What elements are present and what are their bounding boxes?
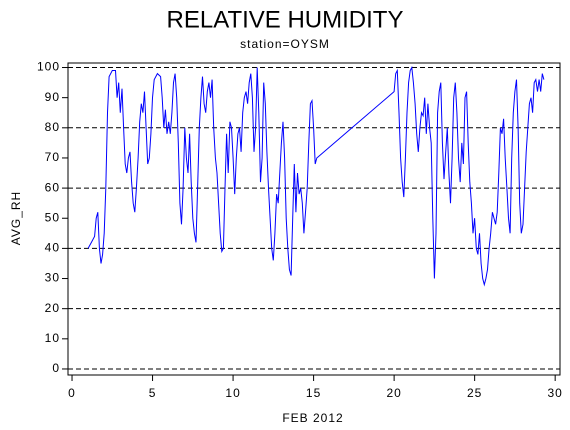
x-tick-label: 0 <box>68 386 76 400</box>
y-tick-label: 30 <box>45 271 60 285</box>
y-tick-label: 50 <box>45 210 60 224</box>
x-tick-label: 10 <box>225 386 240 400</box>
y-tick-label: 90 <box>45 90 60 104</box>
y-tick-label: 40 <box>45 241 60 255</box>
x-tick-label: 30 <box>547 386 562 400</box>
chart-title: RELATIVE HUMIDITY <box>167 6 404 33</box>
y-tick-label: 60 <box>45 180 60 194</box>
x-tick-label: 5 <box>149 386 157 400</box>
y-tick-label: 0 <box>52 361 60 375</box>
y-axis-label: AVG_RH <box>9 191 23 245</box>
y-tick-label: 80 <box>45 120 60 134</box>
x-tick-label: 15 <box>306 386 321 400</box>
chart-subtitle: station=OYSM <box>240 37 330 51</box>
y-tick-label: 10 <box>45 331 60 345</box>
y-tick-label: 100 <box>37 60 60 74</box>
y-tick-label: 20 <box>45 301 60 315</box>
data-line <box>87 65 545 287</box>
plot-frame <box>67 62 561 376</box>
x-tick-label: 20 <box>386 386 401 400</box>
x-axis-label: FEB 2012 <box>282 411 343 425</box>
x-tick-label: 25 <box>467 386 482 400</box>
y-tick-label: 70 <box>45 150 60 164</box>
